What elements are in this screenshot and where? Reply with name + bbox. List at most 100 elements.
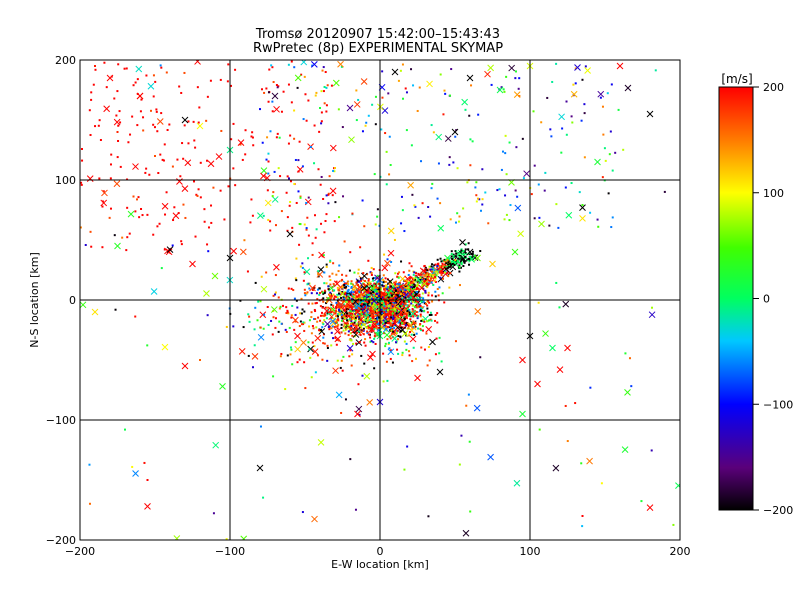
scatter-point [403, 468, 406, 471]
scatter-point [346, 312, 349, 315]
scatter-point [335, 305, 338, 308]
scatter-point [325, 302, 328, 305]
scatter-point [291, 304, 294, 307]
scatter-point [415, 311, 418, 314]
scatter-point [207, 250, 210, 253]
scatter-point [333, 170, 336, 173]
scatter-point [415, 299, 418, 302]
scatter-point [303, 321, 306, 324]
scatter-point [383, 313, 386, 316]
scatter-point [356, 308, 359, 311]
scatter-point [418, 280, 421, 283]
scatter-point [428, 319, 431, 322]
scatter-point [319, 329, 322, 332]
scatter-point [271, 333, 274, 336]
y-axis-label: N-S location [km] [28, 252, 41, 348]
scatter-point [97, 124, 100, 127]
scatter-point [514, 77, 517, 80]
scatter-point [358, 322, 361, 325]
scatter-point [400, 301, 403, 304]
scatter-point [328, 175, 331, 178]
scatter-point [335, 296, 338, 299]
scatter-point [367, 319, 370, 322]
scatter-point [400, 285, 403, 288]
scatter-point [376, 318, 379, 321]
scatter-point [484, 70, 491, 78]
scatter-point [342, 329, 345, 332]
scatter-point [177, 212, 180, 215]
scatter-point [280, 110, 283, 113]
scatter-point [401, 322, 404, 325]
scatter-point [194, 146, 197, 149]
scatter-point [388, 285, 391, 288]
scatter-point [381, 96, 384, 99]
scatter-point [353, 317, 356, 320]
scatter-point [428, 265, 431, 268]
scatter-point [352, 293, 355, 296]
scatter-point [421, 202, 424, 205]
scatter-point [425, 320, 428, 323]
scatter-point [212, 512, 215, 515]
scatter-point [119, 165, 122, 168]
scatter-point [306, 283, 309, 286]
scatter-point [431, 182, 434, 185]
scatter-point [356, 280, 359, 283]
scatter-point [401, 326, 404, 329]
scatter-point [361, 374, 364, 377]
scatter-point [353, 271, 356, 274]
scatter-point [410, 68, 413, 71]
scatter-point [412, 291, 415, 294]
scatter-point [579, 215, 586, 222]
scatter-point [313, 308, 316, 311]
scatter-point [359, 311, 362, 314]
scatter-point [551, 80, 554, 83]
scatter-point [251, 366, 254, 369]
scatter-point [335, 343, 338, 346]
scatter-point [286, 175, 289, 178]
scatter-point [336, 327, 339, 330]
scatter-point [456, 167, 459, 170]
scatter-point [371, 313, 374, 316]
scatter-point [330, 319, 337, 327]
scatter-point [386, 309, 389, 312]
scatter-point [337, 302, 340, 305]
scatter-point [331, 310, 334, 313]
scatter-point [437, 162, 440, 165]
scatter-point [391, 320, 399, 327]
scatter-point [458, 256, 461, 259]
scatter-point [362, 288, 365, 291]
scatter-point [583, 156, 586, 159]
scatter-point [458, 215, 461, 218]
scatter-point [581, 525, 584, 528]
scatter-point [404, 87, 407, 90]
scatter-point [427, 268, 430, 271]
scatter-point [338, 339, 341, 342]
scatter-point [392, 323, 395, 326]
scatter-point [455, 252, 458, 255]
scatter-point [442, 277, 445, 280]
scatter-point [500, 86, 503, 89]
scatter-point [390, 292, 393, 295]
scatter-point [287, 287, 290, 290]
scatter-point [428, 273, 431, 276]
scatter-point [450, 255, 453, 258]
scatter-point [300, 339, 307, 346]
scatter-point [361, 199, 364, 202]
scatter-point [562, 300, 570, 308]
scatter-point [397, 352, 400, 355]
scatter-point [375, 322, 378, 325]
scatter-point [360, 291, 363, 294]
scatter-point [380, 308, 383, 311]
scatter-point [282, 90, 285, 93]
scatter-point [367, 279, 370, 282]
scatter-point [384, 132, 387, 135]
scatter-point [309, 356, 312, 359]
scatter-point [361, 130, 364, 133]
scatter-point [380, 325, 383, 328]
scatter-point [306, 291, 309, 294]
scatter-point [131, 115, 134, 118]
scatter-point [109, 177, 112, 180]
scatter-point [368, 294, 371, 297]
scatter-point [479, 356, 482, 359]
colorbar-tick-label: 200 [763, 81, 784, 94]
